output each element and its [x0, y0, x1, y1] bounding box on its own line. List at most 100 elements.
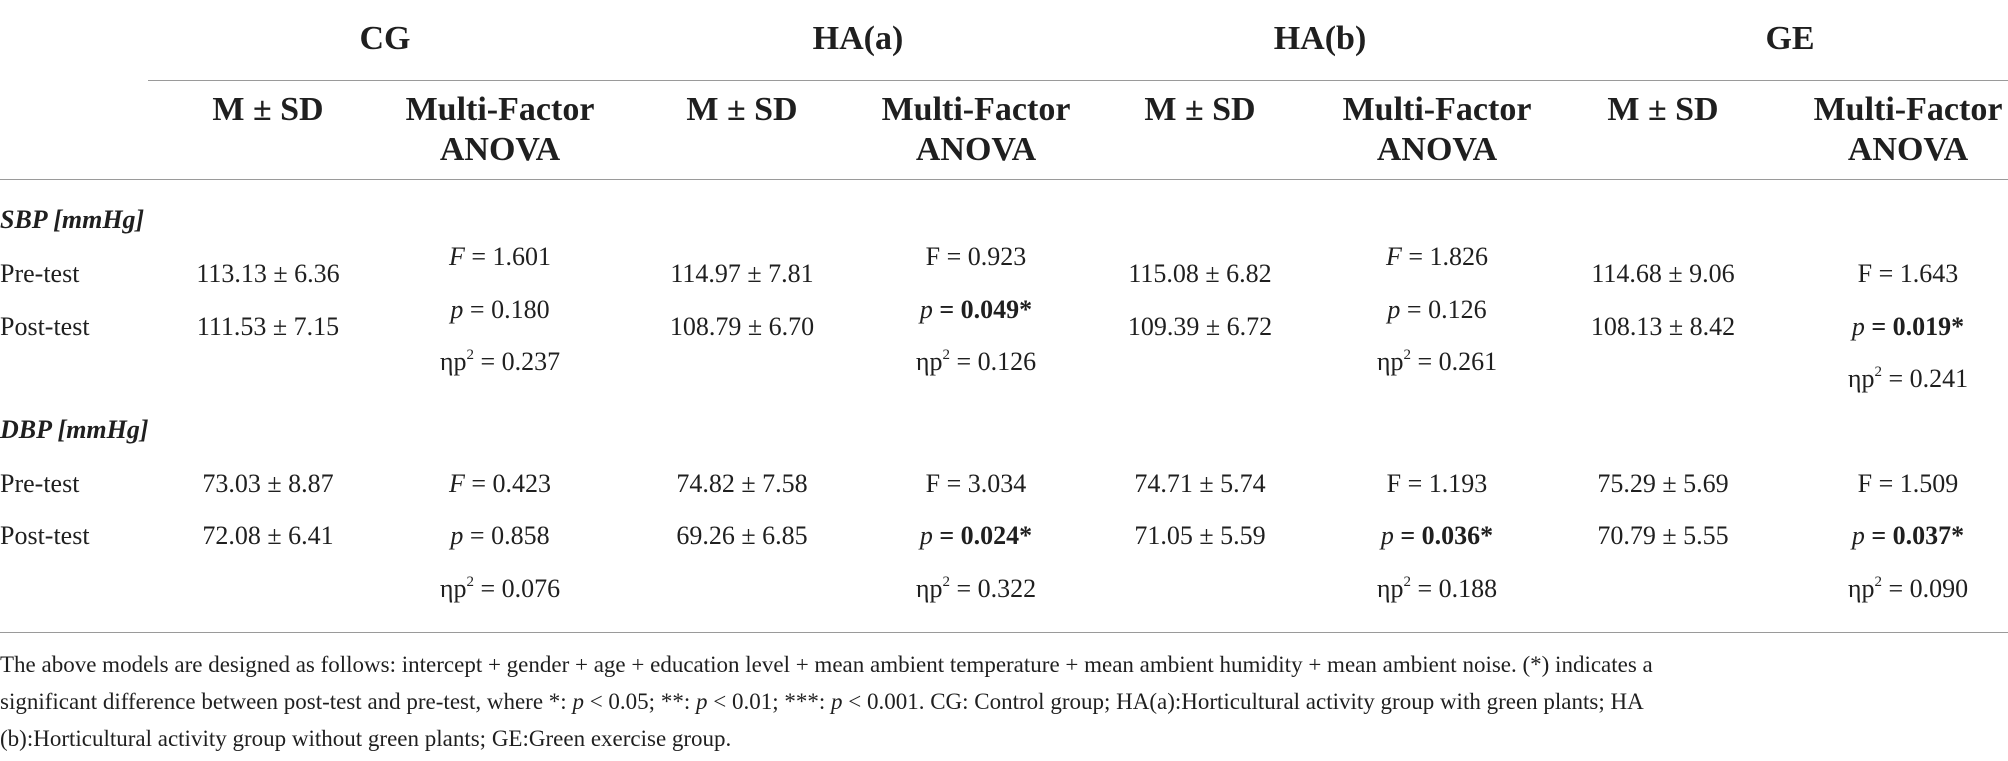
- eta-value: = 0.261: [1417, 347, 1498, 376]
- eta-symbol: ηp: [915, 574, 943, 603]
- row-label-post: Post-test: [0, 312, 90, 341]
- p-value: = 0.126: [1406, 295, 1487, 324]
- footnote-p: p: [572, 689, 584, 714]
- p-symbol: p: [1851, 312, 1865, 341]
- table-bottom-rule: [0, 632, 2008, 633]
- p-symbol: p: [450, 521, 464, 550]
- sbp-ge-pre: 114.68 ± 9.06: [1591, 259, 1735, 288]
- eta-sup: 2: [942, 347, 950, 363]
- row-label-pre: Pre-test: [0, 259, 80, 288]
- ms-header-ha-b: M ± SD: [1144, 91, 1256, 128]
- ms-header-cg: M ± SD: [212, 91, 324, 128]
- p-value: = 0.037*: [1871, 521, 1965, 550]
- sbp-hab-post: 109.39 ± 6.72: [1127, 312, 1273, 341]
- ms-header-ge: M ± SD: [1607, 91, 1719, 128]
- anova-header-line2: ANOVA: [1376, 131, 1498, 168]
- f-symbol: F: [448, 469, 465, 498]
- eta-sup: 2: [466, 574, 474, 590]
- f-value: = 3.034: [946, 469, 1027, 498]
- sbp-ge-post: 108.13 ± 8.42: [1590, 312, 1736, 341]
- section-title-dbp: DBP [mmHg]: [0, 415, 149, 444]
- eta-symbol: ηp: [439, 574, 467, 603]
- header-divider: [148, 80, 2008, 81]
- eta-symbol: ηp: [1376, 347, 1404, 376]
- sbp-haa-p: p = 0.049*: [920, 295, 1032, 325]
- dbp-haa-f: F = 3.034: [926, 469, 1027, 499]
- anova-header-ha-a: Multi-Factor ANOVA: [882, 90, 1071, 170]
- dbp-ge-p: p = 0.037*: [1852, 521, 1964, 551]
- f-value: = 1.643: [1878, 259, 1959, 288]
- footnote-p: p: [695, 689, 708, 714]
- anova-header-line2: ANOVA: [1847, 131, 1969, 168]
- anova-header-line1: Multi-Factor: [1813, 91, 2003, 128]
- ms-header-ha-a: M ± SD: [686, 91, 798, 128]
- dbp-hab-post: 71.05 ± 5.59: [1134, 521, 1266, 550]
- sbp-cg-post: 111.53 ± 7.15: [196, 312, 340, 341]
- eta-value: = 0.076: [480, 574, 561, 603]
- dbp-cg-p: p = 0.858: [450, 521, 549, 551]
- eta-sup: 2: [1874, 574, 1882, 590]
- dbp-ge-eta: ηp2 = 0.090: [1848, 574, 1968, 604]
- eta-symbol: ηp: [915, 347, 943, 376]
- sbp-ge-f: F = 1.643: [1858, 259, 1959, 289]
- p-symbol: p: [919, 295, 933, 324]
- anova-header-line1: Multi-Factor: [405, 91, 595, 128]
- eta-value: = 0.188: [1417, 574, 1498, 603]
- p-symbol: p: [1851, 521, 1865, 550]
- f-symbol: F: [1857, 469, 1873, 498]
- sbp-ge-p: p = 0.019*: [1852, 312, 1964, 342]
- sbp-hab-f: F = 1.826: [1386, 242, 1488, 272]
- subheader-divider: [0, 179, 2008, 180]
- sbp-haa-f: F = 0.923: [926, 242, 1027, 272]
- group-header-cg: CG: [359, 20, 411, 57]
- group-header-ge: GE: [1765, 20, 1815, 57]
- footnote-line-3: (b):Horticultural activity group without…: [0, 726, 732, 751]
- f-symbol: F: [1385, 242, 1402, 271]
- p-value: = 0.019*: [1871, 312, 1965, 341]
- p-value: = 0.024*: [939, 521, 1033, 550]
- group-header-ha-b: HA(b): [1273, 20, 1367, 57]
- dbp-haa-eta: ηp2 = 0.322: [916, 574, 1036, 604]
- p-symbol: p: [919, 521, 933, 550]
- eta-symbol: ηp: [1847, 574, 1875, 603]
- eta-value: = 0.090: [1888, 574, 1969, 603]
- anova-header-line2: ANOVA: [439, 131, 561, 168]
- p-symbol: p: [1380, 521, 1394, 550]
- dbp-ge-pre: 75.29 ± 5.69: [1597, 469, 1729, 498]
- f-value: = 0.423: [471, 469, 552, 498]
- footnote-text: significant difference between post-test…: [0, 689, 573, 714]
- footnote-line-2: significant difference between post-test…: [0, 683, 2000, 720]
- eta-value: = 0.237: [480, 347, 561, 376]
- p-value: = 0.858: [469, 521, 550, 550]
- eta-value: = 0.126: [956, 347, 1037, 376]
- anova-header-line1: Multi-Factor: [1342, 91, 1532, 128]
- f-symbol: F: [925, 469, 941, 498]
- p-value: = 0.036*: [1400, 521, 1494, 550]
- eta-symbol: ηp: [1376, 574, 1404, 603]
- f-symbol: F: [1386, 469, 1402, 498]
- footnote-text: < 0.001. CG: Control group; HA(a):Hortic…: [842, 689, 1644, 714]
- row-label-pre: Pre-test: [0, 469, 80, 498]
- anova-header-line2: ANOVA: [915, 131, 1037, 168]
- f-symbol: F: [925, 242, 941, 271]
- sbp-cg-p: p = 0.180: [450, 295, 549, 325]
- dbp-haa-p: p = 0.024*: [920, 521, 1032, 551]
- sbp-cg-pre: 113.13 ± 6.36: [196, 259, 340, 288]
- eta-symbol: ηp: [439, 347, 467, 376]
- eta-value: = 0.322: [956, 574, 1037, 603]
- anova-header-cg: Multi-Factor ANOVA: [406, 90, 595, 170]
- sbp-hab-p: p = 0.126: [1387, 295, 1486, 325]
- sbp-haa-eta: ηp2 = 0.126: [916, 347, 1036, 377]
- table-footnote: The above models are designed as follows…: [0, 646, 2000, 757]
- sbp-ge-eta: ηp2 = 0.241: [1848, 364, 1968, 394]
- eta-sup: 2: [466, 347, 474, 363]
- eta-sup: 2: [1403, 574, 1411, 590]
- sbp-cg-f: F = 1.601: [449, 242, 551, 272]
- dbp-cg-pre: 73.03 ± 8.87: [202, 469, 334, 498]
- sbp-hab-eta: ηp2 = 0.261: [1377, 347, 1497, 377]
- dbp-hab-eta: ηp2 = 0.188: [1377, 574, 1497, 604]
- p-symbol: p: [450, 295, 464, 324]
- eta-sup: 2: [1403, 347, 1411, 363]
- dbp-haa-pre: 74.82 ± 7.58: [676, 469, 808, 498]
- dbp-cg-post: 72.08 ± 6.41: [202, 521, 334, 550]
